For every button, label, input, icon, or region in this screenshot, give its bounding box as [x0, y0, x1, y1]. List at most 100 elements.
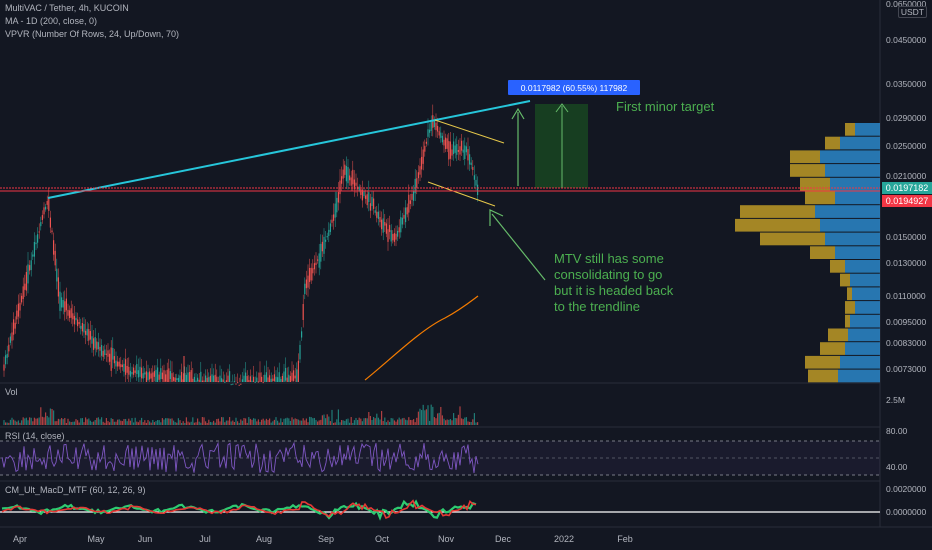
volume-bar [270, 422, 272, 425]
candle-body [453, 141, 455, 154]
volume-bar [472, 419, 474, 425]
volume-bar [145, 422, 147, 425]
rsi-legend[interactable]: RSI (14, close) [5, 431, 65, 441]
volume-bar [123, 418, 125, 425]
candle-body [304, 283, 306, 295]
volume-bar [59, 419, 61, 425]
volume-bar [417, 411, 419, 425]
candle-body [61, 297, 63, 308]
time-tick-label: Jul [199, 534, 211, 544]
channel-bottom[interactable] [427, 181, 496, 207]
volume-bar [421, 410, 423, 425]
candle-body [107, 350, 109, 357]
volume-bar [286, 417, 288, 425]
vpvr-up-bar [850, 273, 880, 287]
volume-bars [3, 404, 479, 425]
ma-legend[interactable]: MA - 1D (200, close, 0) [5, 16, 98, 26]
volume-bar [411, 420, 413, 425]
candle-body [121, 364, 123, 367]
candle-body [425, 141, 427, 144]
candle-body [104, 349, 106, 356]
candle-body [27, 264, 29, 284]
volume-bar [193, 422, 195, 425]
volume-bar [112, 419, 114, 425]
time-tick-label: Oct [375, 534, 390, 544]
volume-bar [248, 417, 250, 425]
candle-body [288, 374, 290, 382]
candle-body [347, 167, 349, 184]
comment-line: MTV still has some [554, 251, 664, 266]
symbol-legend[interactable]: MultiVAC / Tether, 4h, KUCOIN [5, 3, 129, 13]
price-tick-label: 0.0083000 [886, 338, 926, 348]
candle-body [11, 332, 13, 341]
volume-bar [29, 417, 31, 425]
volume-bar [192, 417, 194, 425]
volume-bar [221, 417, 223, 425]
volume-bar [333, 422, 335, 425]
candle-body [285, 367, 287, 381]
volume-bar [323, 414, 325, 425]
volume-bar [408, 417, 410, 425]
volume-bar [337, 409, 339, 425]
candle-body [113, 356, 115, 364]
volume-bar [293, 419, 295, 425]
candle-body [424, 145, 426, 152]
volume-bar [53, 410, 55, 425]
candle-body [257, 381, 259, 383]
volume-bar [245, 418, 247, 425]
price-axis[interactable]: 0.0650000 0.0450000 0.0350000 0.0290000 0.02… [886, 0, 926, 374]
volume-bar [61, 418, 63, 425]
candle-body [225, 380, 227, 382]
volume-bar [17, 420, 19, 425]
vol-legend[interactable]: Vol [5, 387, 18, 397]
comment-text[interactable]: MTV still has some consolidating to go b… [554, 251, 674, 314]
volume-bar [160, 422, 162, 425]
candle-body [398, 227, 400, 233]
volume-bar [240, 419, 242, 425]
candle-body [45, 206, 47, 210]
candle-body [435, 122, 437, 131]
candle-body [176, 378, 178, 381]
volume-bar [387, 420, 389, 425]
channel-top[interactable] [434, 119, 505, 144]
volume-bar [133, 422, 135, 425]
price-tick-label: 0.0210000 [886, 171, 926, 181]
target-label[interactable]: First minor target [616, 99, 715, 114]
candle-body [381, 219, 383, 230]
volume-bar [456, 418, 458, 425]
candle-body [101, 345, 103, 356]
volume-bar [465, 417, 467, 425]
volume-bar [414, 422, 416, 425]
candle-body [145, 371, 147, 382]
currency-badge[interactable]: USDT [897, 6, 927, 18]
volume-bar [357, 419, 359, 425]
volume-bar [451, 420, 453, 425]
candle-body [360, 189, 362, 195]
volume-bar [256, 421, 258, 425]
volume-bar [398, 417, 400, 425]
candle-body [427, 129, 429, 137]
candle-body [297, 360, 299, 382]
volume-bar [150, 422, 152, 425]
time-tick-label: Dec [495, 534, 512, 544]
volume-bar [22, 417, 24, 425]
candle-body [379, 217, 381, 223]
volume-bar [381, 410, 383, 425]
candle-body [75, 317, 77, 321]
volume-bar [461, 418, 463, 425]
candle-body [321, 241, 323, 252]
volume-bar [432, 406, 434, 425]
vpvr-legend[interactable]: VPVR (Number Of Rows, 24, Up/Down, 70) [5, 29, 180, 39]
candle-body [393, 233, 395, 242]
volume-bar [422, 404, 424, 425]
macd-legend[interactable]: CM_Ult_MacD_MTF (60, 12, 26, 9) [5, 485, 146, 495]
volume-bar [262, 418, 264, 425]
trendline[interactable] [47, 100, 531, 199]
volume-bar [289, 420, 291, 425]
candle-body [133, 367, 135, 375]
candle-body [243, 375, 245, 382]
volume-bar [355, 417, 357, 425]
volume-bar [275, 417, 277, 425]
time-axis[interactable]: Apr May Jun Jul Aug Sep Oct Nov Dec 2022 Feb [13, 534, 633, 544]
